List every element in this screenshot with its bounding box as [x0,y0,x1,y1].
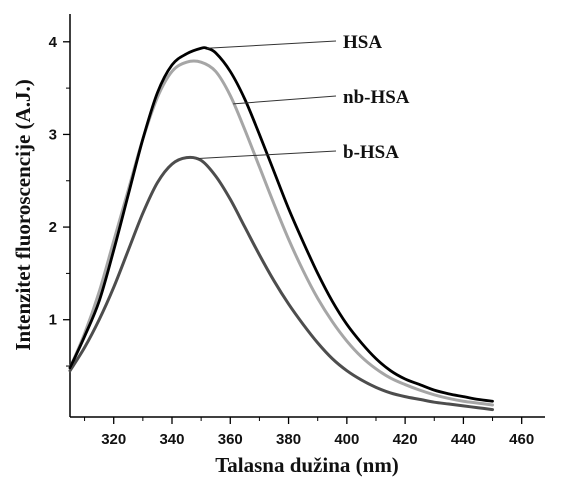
x-tick-label: 380 [276,431,301,448]
y-tick-label: 4 [49,34,58,51]
y-tick-label: 1 [49,312,57,329]
y-axis-ticks: 1 2 3 4 [49,34,70,367]
annotation-leader-line [198,150,337,160]
x-tick-label: 340 [159,431,184,448]
annotation-label-b-hsa: b-HSA [343,142,399,163]
series-line-hsa [68,46,494,403]
y-tick-label: 3 [49,126,57,143]
plot-frame [69,14,545,418]
x-tick-label: 400 [334,431,359,448]
x-tick-label: 320 [101,431,126,448]
y-tick-label: 2 [49,219,57,236]
annotation-label-nb-hsa: nb-HSA [343,87,410,108]
y-axis-title: Intenzitet fluoroscencije (A.J.) [11,79,35,350]
x-axis-title: Talasna dužina (nm) [215,453,399,477]
annotation-label-hsa: HSA [343,32,382,53]
series-lines [68,46,495,412]
series-annotations: HSA nb-HSA b-HSA [198,32,410,163]
x-tick-label: 420 [393,431,418,448]
x-axis-ticks: 320 340 360 380 400 420 440 460 [84,417,534,448]
annotation-leader-line [206,40,337,49]
annotation-leader-line [233,95,337,105]
x-tick-label: 460 [509,431,534,448]
x-tick-label: 360 [218,431,243,448]
x-tick-label: 440 [451,431,476,448]
series-line-b-hsa [68,155,495,412]
